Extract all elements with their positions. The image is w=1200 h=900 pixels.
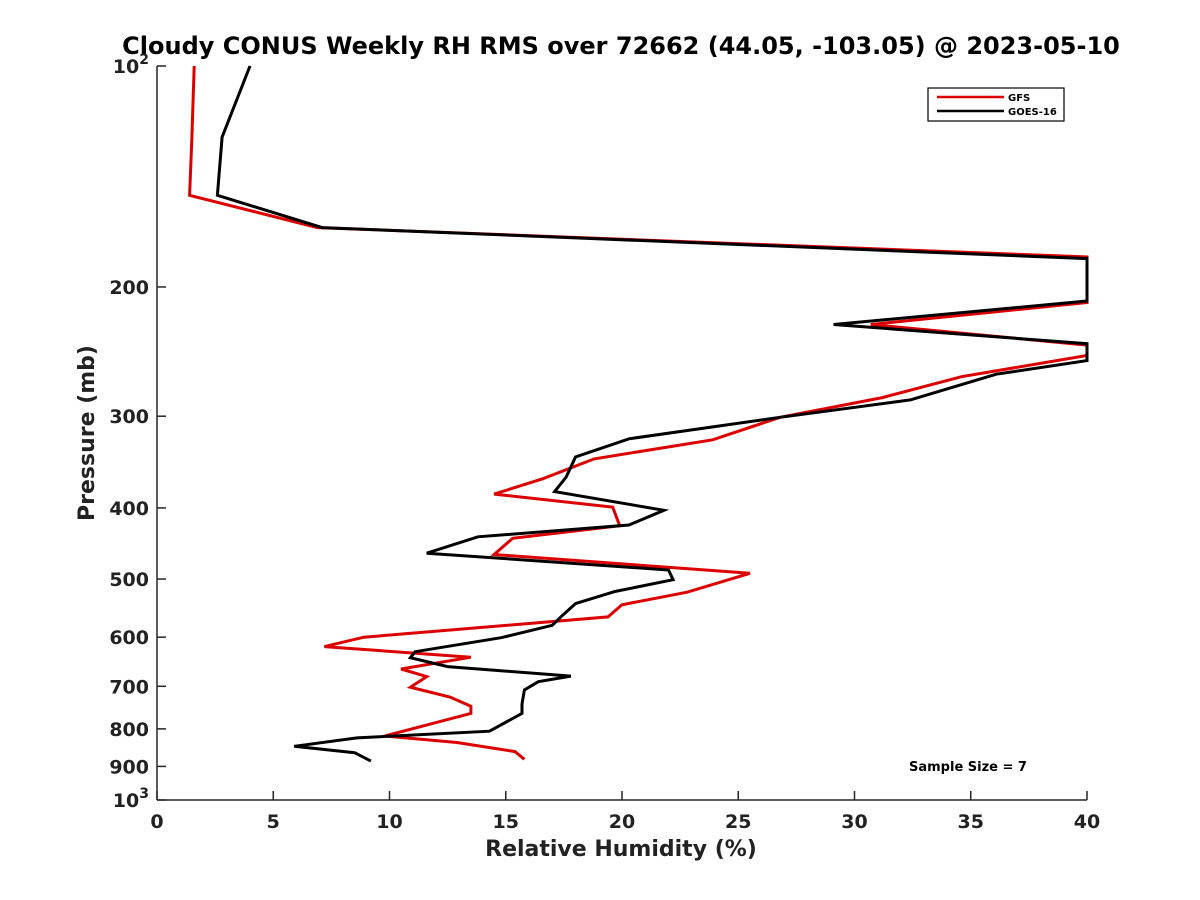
y-tick-label: 900 — [109, 756, 149, 778]
legend-label: GOES-16 — [1008, 107, 1057, 118]
legend-box — [927, 87, 1065, 122]
axes: 0 5 10 15 20 25 30 35 40 102 200 300 400 500 600 700 800… — [109, 52, 1100, 833]
y-tick-label: 200 — [109, 277, 149, 299]
chart-title: Cloudy CONUS Weekly RH RMS over 72662 (4… — [122, 32, 1120, 60]
plot-area — [188, 65, 1089, 763]
x-tick-label: 35 — [958, 811, 984, 833]
x-tick-label: 10 — [376, 811, 402, 833]
x-tick-label: 25 — [725, 811, 751, 833]
x-axis-label: Relative Humidity (%) — [485, 837, 757, 862]
x-tick-label: 30 — [841, 811, 867, 833]
y-tick-label: 700 — [109, 676, 149, 698]
sample-size-annotation: Sample Size = 7 — [909, 760, 1027, 775]
y-tick-label: 400 — [109, 498, 149, 520]
y-tick-label: 300 — [109, 406, 149, 428]
y-axis-label: Pressure (mb) — [75, 345, 100, 521]
x-tick-label: 40 — [1074, 811, 1100, 833]
x-tick-label: 0 — [150, 811, 163, 833]
legend-label: GFS — [1008, 93, 1030, 104]
y-tick-label: 102 — [113, 52, 149, 78]
y-tick-label: 103 — [113, 786, 149, 812]
x-tick-label: 20 — [609, 811, 635, 833]
y-tick-label: 800 — [109, 719, 149, 741]
y-tick-label: 600 — [109, 627, 149, 649]
series-line-gfs — [188, 65, 1089, 761]
series-line-goes-16 — [215, 65, 1089, 763]
x-tick-label: 5 — [267, 811, 280, 833]
y-tick-label: 500 — [109, 569, 149, 591]
legend: GFS GOES-16 — [927, 87, 1065, 122]
x-tick-label: 15 — [493, 811, 519, 833]
